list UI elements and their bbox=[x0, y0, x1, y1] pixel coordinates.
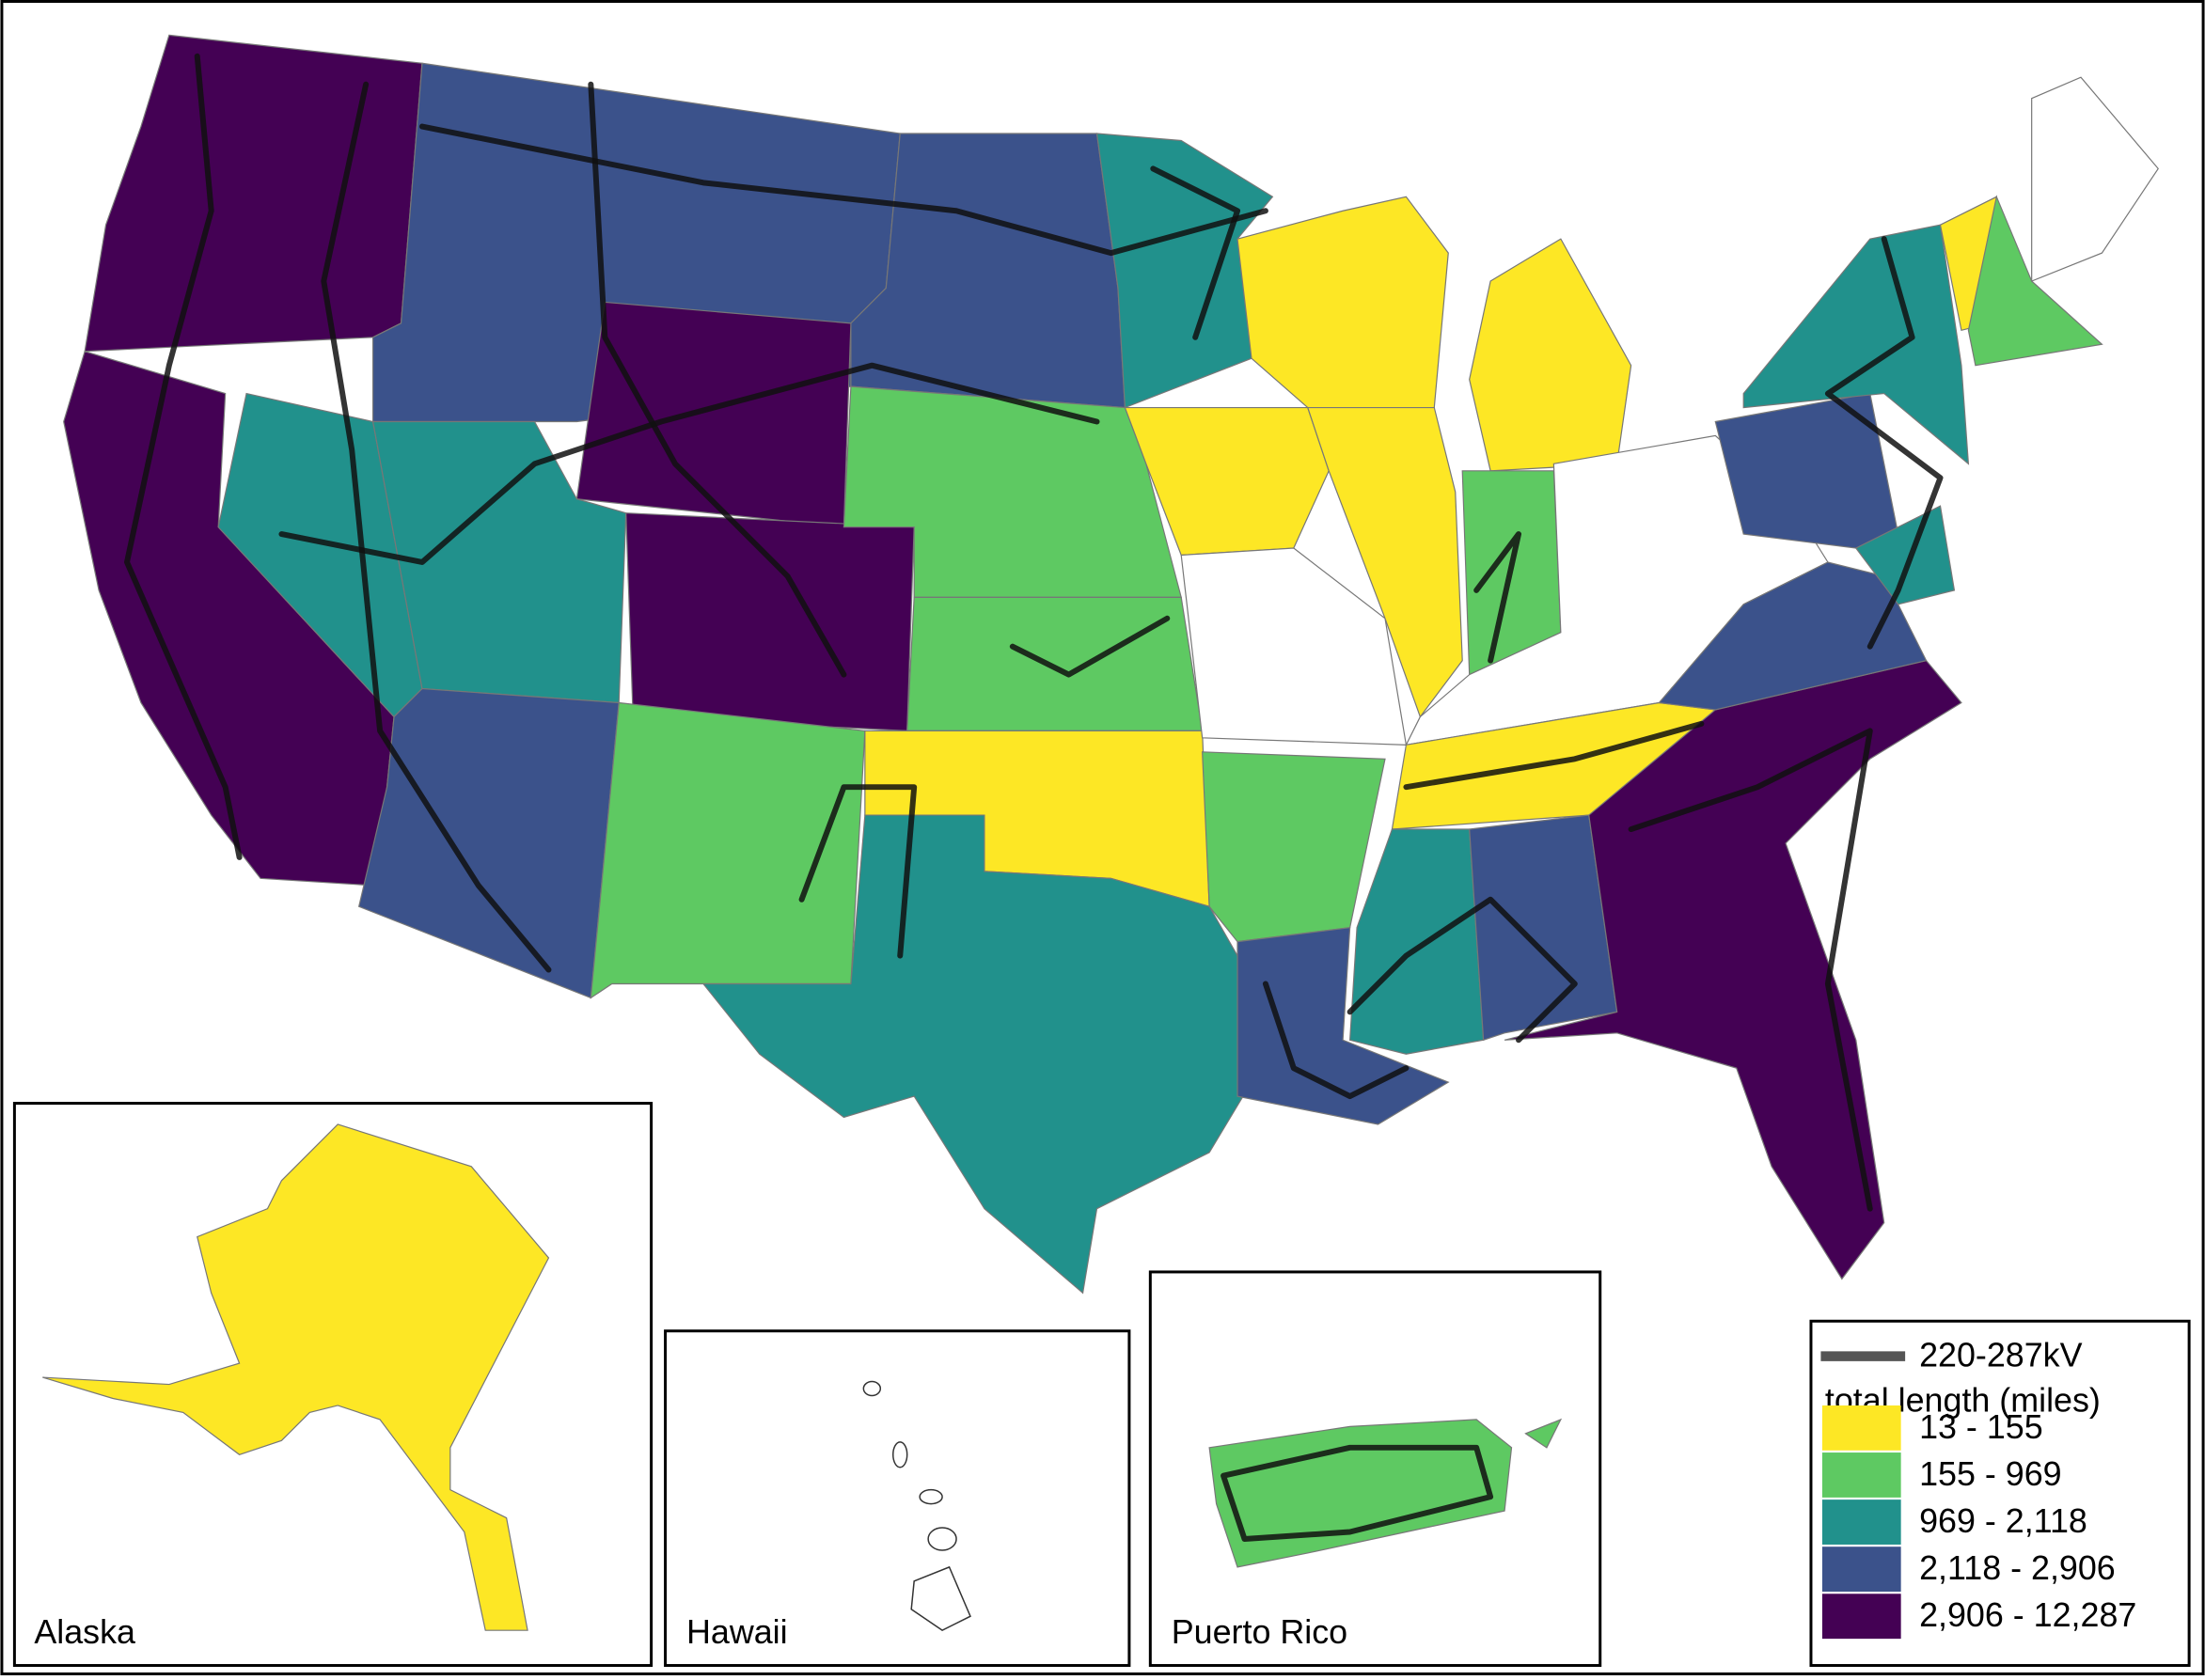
legend-label: 969 - 2,118 bbox=[1919, 1502, 2087, 1540]
state bbox=[1306, 406, 1463, 718]
line bbox=[1473, 531, 1521, 664]
state bbox=[1742, 224, 1970, 465]
inset-map bbox=[42, 1123, 550, 1631]
transmission-lines bbox=[124, 53, 1944, 1212]
inset-map bbox=[1208, 1419, 1513, 1568]
state bbox=[1469, 814, 1618, 1042]
states bbox=[63, 34, 2159, 1295]
line bbox=[1403, 720, 1705, 791]
legend-label: 220-287kV bbox=[1919, 1337, 2083, 1374]
state bbox=[1504, 659, 1962, 1280]
legend-swatch bbox=[1821, 1499, 1901, 1545]
line bbox=[418, 123, 1268, 257]
line bbox=[278, 362, 1100, 565]
legend-entries: 13 - 155 155 - 969 969 - 2,118 2,118 - 2,90… bbox=[1821, 1405, 2136, 1640]
inset-label: Hawaii bbox=[686, 1613, 788, 1651]
legend-swatch bbox=[1821, 1452, 1901, 1498]
line bbox=[1347, 896, 1578, 1044]
legend-label: 155 - 969 bbox=[1919, 1455, 2062, 1493]
line bbox=[1628, 728, 1873, 1212]
legend-swatch bbox=[1821, 1547, 1901, 1593]
line bbox=[588, 81, 847, 678]
inset-map bbox=[1524, 1418, 1563, 1449]
line bbox=[1221, 1444, 1494, 1542]
line bbox=[1262, 981, 1410, 1100]
inset-label: Alaska bbox=[34, 1613, 135, 1651]
legend-label: 2,118 - 2,906 bbox=[1919, 1549, 2116, 1587]
state bbox=[1967, 195, 2103, 367]
line bbox=[1009, 615, 1171, 678]
state bbox=[1854, 505, 1956, 605]
state bbox=[701, 814, 1252, 1295]
state bbox=[906, 596, 1204, 731]
legend-swatch bbox=[1821, 1405, 1901, 1451]
state bbox=[590, 701, 866, 999]
state bbox=[625, 512, 915, 732]
line bbox=[1824, 236, 1944, 650]
inset-label: Puerto Rico bbox=[1172, 1613, 1347, 1651]
line bbox=[124, 53, 243, 860]
state bbox=[575, 301, 852, 528]
line bbox=[1150, 165, 1241, 340]
state bbox=[1180, 547, 1408, 746]
legend-label: 13 - 155 bbox=[1919, 1408, 2043, 1446]
state bbox=[1236, 196, 1449, 409]
line bbox=[798, 784, 918, 959]
inset-box bbox=[664, 1329, 1131, 1668]
state bbox=[1714, 392, 1899, 549]
state bbox=[2031, 76, 2159, 282]
islands bbox=[862, 1380, 971, 1632]
legend-label: 2,906 - 12,287 bbox=[1919, 1596, 2136, 1634]
line bbox=[321, 81, 552, 973]
legend-swatch bbox=[1821, 1594, 1901, 1640]
